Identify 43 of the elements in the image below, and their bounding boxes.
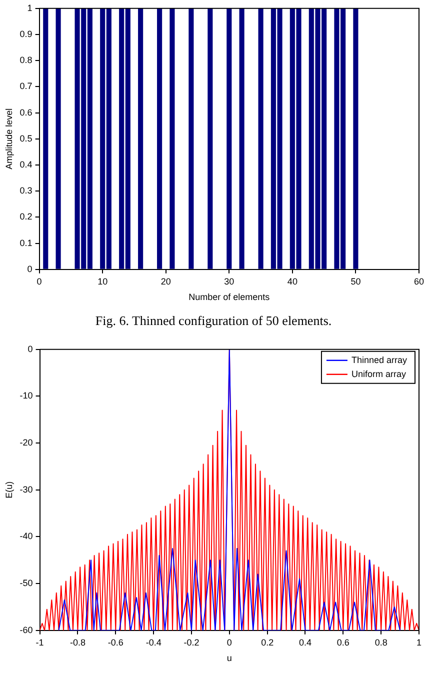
y-tick-label: 0 bbox=[28, 344, 33, 354]
caption: Fig. 6. Thinned configuration of 50 elements. bbox=[94, 312, 333, 330]
legend-label: Thinned array bbox=[351, 354, 408, 365]
y-tick-label: 0.7 bbox=[20, 81, 32, 92]
x-tick-label: -1 bbox=[36, 637, 44, 648]
x-tick-label: -0.2 bbox=[184, 637, 200, 648]
x-tick-label: 0 bbox=[36, 276, 42, 286]
x-tick-label: 1 bbox=[416, 637, 422, 648]
y-axis-title: Amplitude level bbox=[4, 108, 14, 170]
legend-label: Uniform array bbox=[351, 368, 406, 379]
y-tick-label: 0.9 bbox=[20, 28, 32, 39]
y-tick-label: -20 bbox=[20, 438, 33, 448]
y-tick-label: 1 bbox=[27, 2, 32, 13]
y-axis-title: E(u) bbox=[4, 481, 14, 498]
y-tick-label: 0.4 bbox=[20, 159, 32, 170]
y-tick-label: -30 bbox=[20, 484, 33, 494]
y-tick-label: 0.6 bbox=[20, 107, 32, 118]
x-tick-label: 10 bbox=[98, 276, 108, 286]
x-tick-label: -0.8 bbox=[70, 637, 86, 648]
y-tick-label: -50 bbox=[20, 578, 33, 588]
y-tick-label: 0 bbox=[27, 264, 32, 274]
x-tick-label: 30 bbox=[224, 276, 234, 286]
y-tick-label: 0.2 bbox=[20, 212, 32, 222]
x-tick-label: 60 bbox=[414, 276, 424, 286]
y-tick-label: 0.1 bbox=[20, 238, 32, 248]
x-tick-label: 0.4 bbox=[298, 637, 312, 648]
x-tick-label: -0.6 bbox=[108, 637, 124, 648]
x-tick-label: 0.8 bbox=[374, 637, 388, 648]
x-axis-title: u bbox=[226, 653, 232, 664]
x-tick-label: 0 bbox=[226, 637, 232, 648]
y-tick-label: 0.3 bbox=[20, 186, 32, 196]
y-tick-label: 0.8 bbox=[20, 55, 32, 66]
y-tick-label: -60 bbox=[20, 624, 33, 635]
x-tick-label: 0.2 bbox=[261, 637, 274, 648]
x-tick-label: -0.4 bbox=[146, 637, 162, 648]
y-tick-label: 0.5 bbox=[20, 133, 32, 144]
x-tick-label: 0.6 bbox=[336, 637, 350, 648]
x-tick-label: 50 bbox=[350, 276, 361, 286]
x-axis-title: Number of elements bbox=[188, 292, 270, 302]
x-tick-label: 20 bbox=[160, 276, 171, 286]
y-tick-label: -10 bbox=[20, 390, 33, 401]
y-tick-label: -40 bbox=[20, 531, 33, 542]
x-tick-label: 40 bbox=[287, 276, 298, 286]
